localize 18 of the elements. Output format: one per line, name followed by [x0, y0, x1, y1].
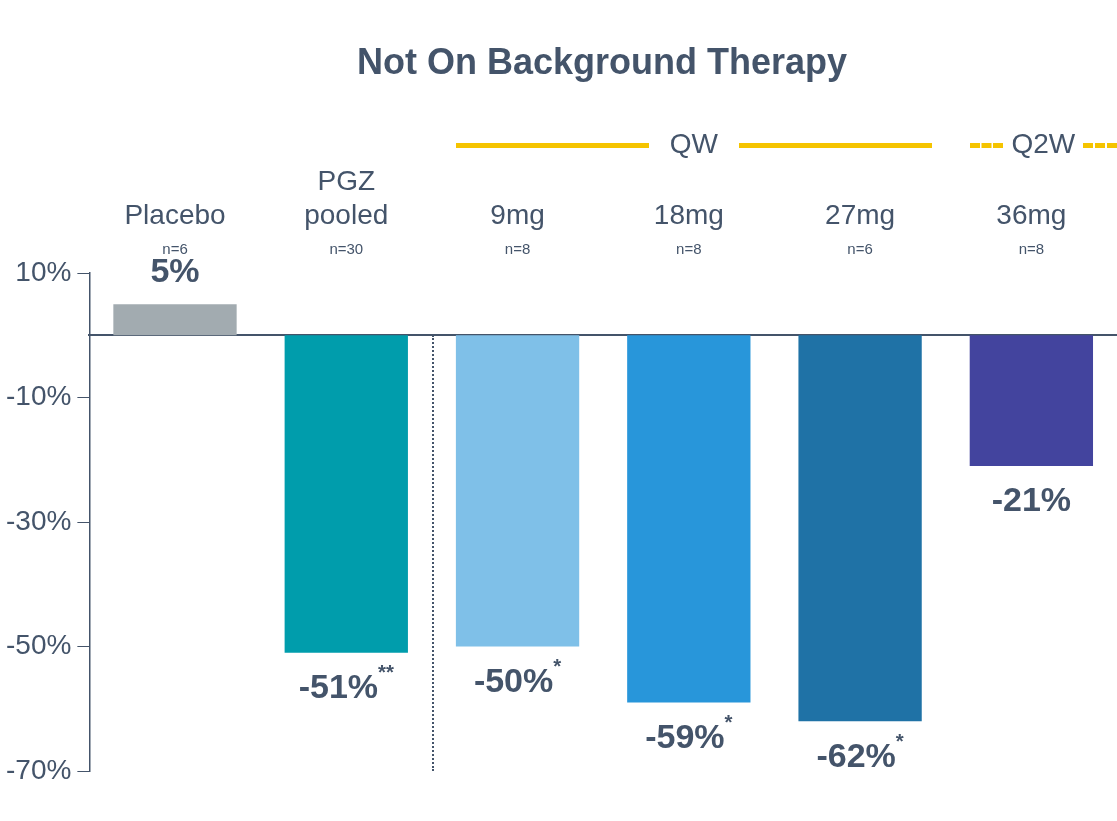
x-tick-label: 36mg n=8: [996, 198, 1067, 258]
y-tick-label: -50%: [5, 629, 72, 661]
data-label: -51%**: [298, 661, 394, 706]
y-tick-label: 10%: [15, 255, 72, 287]
x-tick-label: 27mg n=6: [825, 198, 896, 258]
x-tick-label: PGZ pooled n=30: [304, 164, 389, 258]
data-label: -62%*: [816, 729, 904, 774]
y-tick-label: -30%: [5, 504, 72, 536]
text: Q2W: [1011, 127, 1076, 159]
chart-title: Not On Background Therapy: [356, 40, 848, 82]
data-label: -59%*: [645, 710, 733, 755]
y-tick-label: -70%: [5, 753, 72, 785]
x-tick-label: 18mg n=8: [653, 198, 724, 258]
data-label: -21%: [991, 480, 1072, 519]
x-tick-label: 9mg n=8: [490, 198, 545, 258]
data-label: -50%*: [473, 654, 562, 699]
y-tick-label: -10%: [5, 380, 72, 412]
text: QW: [669, 127, 719, 159]
